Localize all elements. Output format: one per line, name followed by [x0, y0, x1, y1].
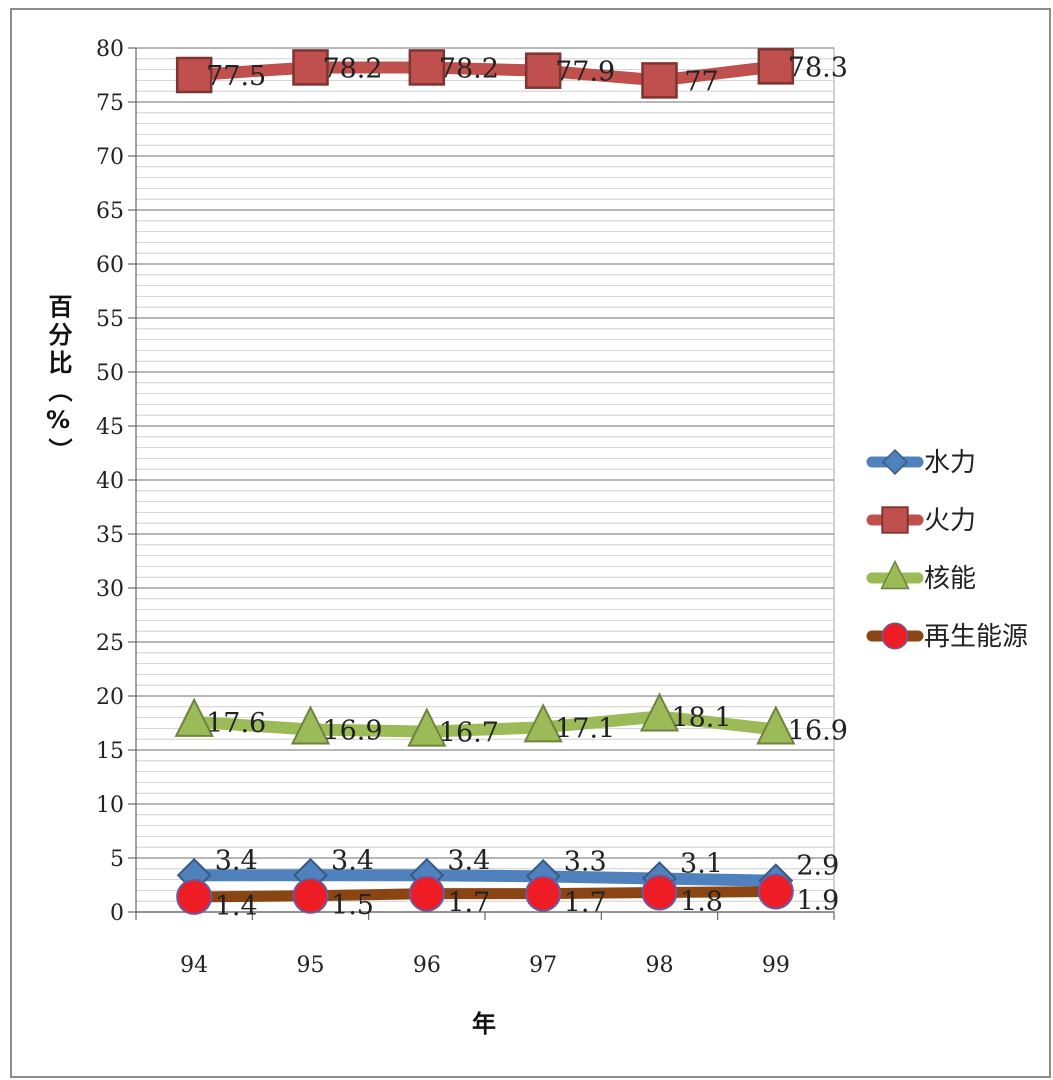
legend-marker-triangle — [880, 559, 910, 590]
data-point-circle — [757, 873, 794, 910]
data-label: 77.5 — [206, 61, 266, 92]
data-point-square — [175, 56, 213, 94]
legend-label: 火力 — [924, 506, 976, 536]
series-markers — [174, 48, 796, 915]
y-tick-label: 50 — [96, 361, 124, 386]
x-tick-label: 99 — [762, 953, 790, 978]
axes: 0 5 10 15 20 25 30 35 40 45 50 55 60 65 70 75 80 94 95 96 97… — [96, 37, 835, 978]
y-tick-label: 60 — [96, 253, 124, 278]
data-label: 17.6 — [206, 708, 266, 739]
legend-item: 再生能源 — [866, 622, 1028, 652]
y-tick-label: 80 — [96, 37, 124, 62]
data-label: 77.9 — [555, 57, 615, 88]
data-point-triangle — [523, 703, 563, 743]
data-point-circle — [641, 874, 678, 911]
x-tick-label: 95 — [297, 953, 325, 978]
data-label: 78.3 — [788, 52, 848, 83]
data-point-square — [408, 49, 446, 86]
legend-item: 水力 — [866, 448, 976, 478]
series-lines — [188, 60, 782, 903]
data-label: 3.3 — [564, 846, 607, 877]
data-label: 78.2 — [439, 53, 499, 84]
y-tick-label: 65 — [96, 199, 124, 224]
x-tick-label: 98 — [646, 953, 674, 978]
legend-label: 核能 — [924, 564, 976, 594]
y-tick-label: 70 — [96, 145, 124, 170]
legend-label: 再生能源 — [924, 622, 1028, 652]
data-label: 1.8 — [680, 887, 723, 918]
data-point-triangle — [756, 705, 796, 745]
data-point-triangle — [174, 697, 214, 737]
data-point-square — [757, 48, 795, 85]
gridlines — [135, 47, 835, 913]
data-label: 1.5 — [331, 890, 374, 921]
legend-marker-diamond — [881, 448, 909, 476]
y-tick-label: 75 — [96, 91, 124, 116]
series-line-1 — [188, 60, 782, 87]
y-tick-label: 10 — [96, 793, 124, 818]
x-tick-label: 94 — [180, 953, 208, 978]
data-point-square — [524, 52, 562, 89]
y-tick-label: 20 — [96, 685, 124, 710]
data-label: 3.4 — [447, 845, 490, 876]
y-tick-label: 5 — [110, 847, 124, 872]
data-point-triangle — [290, 705, 331, 745]
y-tick-label: 30 — [96, 577, 124, 602]
y-tick-label: 15 — [96, 739, 124, 764]
x-axis-title: 年 — [472, 1010, 496, 1038]
x-tick-label: 97 — [529, 953, 557, 978]
data-label: 3.4 — [215, 845, 258, 876]
data-point-circle — [525, 875, 562, 912]
series-line-0 — [188, 869, 782, 887]
data-label: 3.4 — [331, 845, 374, 876]
data-point-circle — [176, 878, 213, 915]
y-tick-label: 35 — [96, 523, 124, 548]
series-line-2 — [188, 710, 782, 738]
series-line-3 — [188, 885, 782, 903]
data-label: 16.9 — [322, 715, 382, 746]
data-label: 17.1 — [555, 713, 615, 744]
y-tick-label: 55 — [96, 307, 124, 332]
data-label: 1.4 — [215, 891, 258, 922]
legend-marker-circle — [881, 622, 909, 650]
x-tick-label: 96 — [413, 953, 441, 978]
data-point-square — [292, 49, 329, 86]
data-label: 2.9 — [796, 851, 839, 882]
legend-item: 火力 — [866, 506, 976, 536]
data-point-square — [641, 62, 678, 99]
data-label: 3.1 — [680, 849, 723, 880]
data-label: 16.7 — [439, 718, 499, 749]
y-tick-label: 0 — [110, 901, 124, 926]
data-label: 1.9 — [796, 885, 839, 916]
data-label: 18.1 — [671, 703, 731, 734]
data-label: 78.2 — [322, 53, 382, 84]
data-label: 16.9 — [788, 715, 848, 746]
data-point-circle — [292, 877, 329, 914]
legend-item: 核能 — [866, 559, 976, 594]
y-tick-label: 40 — [96, 469, 124, 494]
data-point-triangle — [639, 692, 680, 732]
data-label: 77 — [684, 66, 718, 97]
legend-label: 水力 — [924, 448, 976, 478]
data-label: 1.7 — [564, 888, 607, 919]
data-labels: 3.4 3.4 3.4 3.3 3.1 2.9 77.5 78.2 78.2 77.9 77 78.3… — [206, 52, 848, 922]
y-axis-title-text: 百分比（%） — [44, 294, 72, 466]
data-point-circle — [408, 875, 445, 912]
y-tick-label: 25 — [96, 631, 124, 656]
data-label: 1.7 — [447, 888, 490, 919]
y-axis-title: 百分比（%） — [44, 294, 72, 466]
y-tick-label: 45 — [96, 415, 124, 440]
legend-marker-square — [881, 506, 909, 534]
data-point-triangle — [407, 707, 447, 747]
